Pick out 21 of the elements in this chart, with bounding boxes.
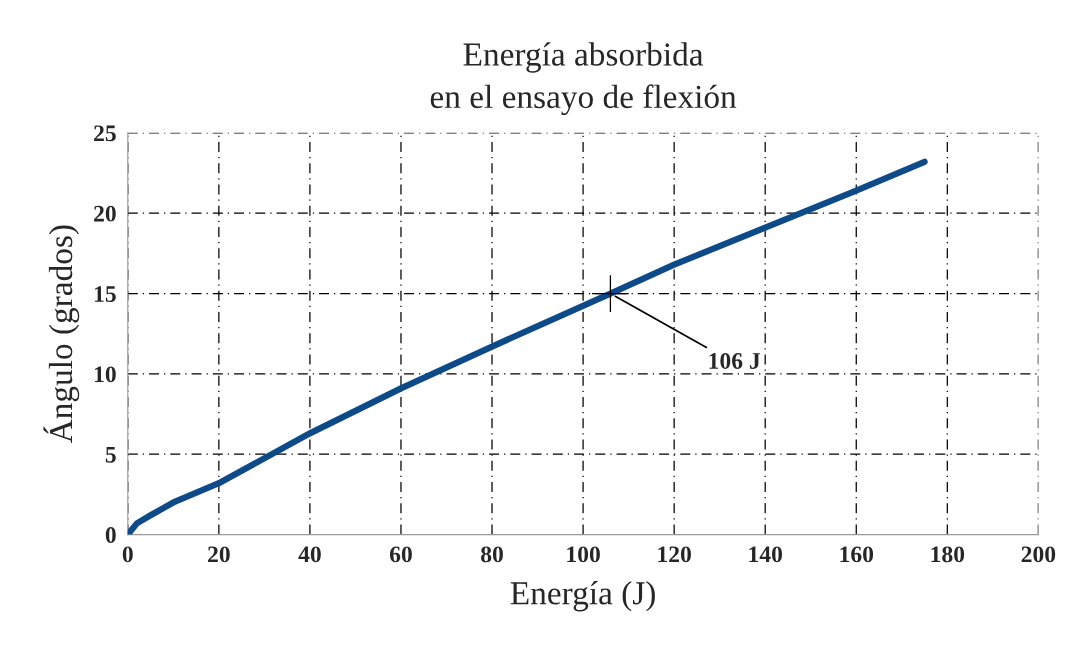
x-tick-label: 140 [749,546,783,563]
y-tick-label: 5 [105,446,116,463]
x-tick-label: 80 [481,546,503,563]
y-tick-label: 0 [105,527,116,544]
x-tick-label: 100 [567,546,600,563]
x-tick-label: 160 [840,546,874,563]
chart-title: Energía absorbida en el ensayo de flexión [430,42,737,116]
y-tick-label: 25 [94,125,116,142]
x-tick-label: 40 [298,546,321,563]
x-tick-label: 200 [1021,546,1056,563]
y-tick-label: 20 [94,205,116,222]
y-axis-title: Ángulo (grados) [43,225,80,444]
x-tick-label: 20 [208,546,230,563]
x-axis-title: Energía (J) [510,581,655,612]
annotation: 106 J [709,352,761,369]
x-tick-label: 60 [389,546,412,563]
x-tick-label: 120 [658,546,691,563]
y-tick-label: 15 [94,286,116,302]
x-tick-label: 180 [931,546,965,563]
y-tick-label: 10 [94,366,116,383]
x-tick-label: 0 [122,546,133,563]
